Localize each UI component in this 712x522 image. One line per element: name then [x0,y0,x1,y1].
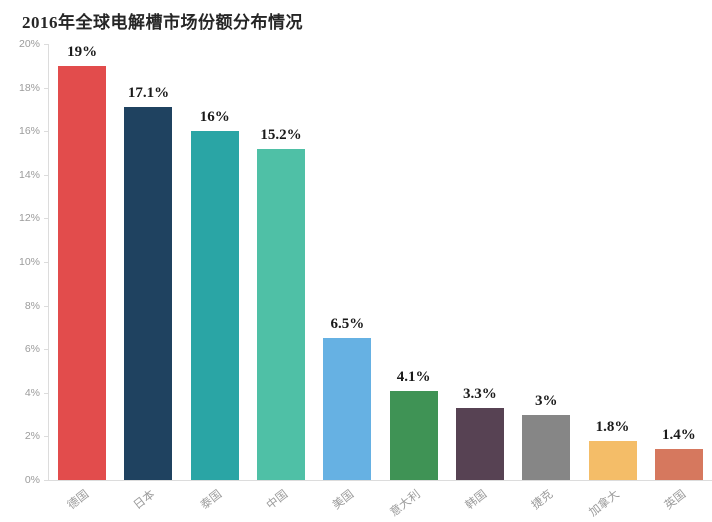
bar-group-9: 1.4% 英国 [646,44,712,512]
y-axis-tickmark [44,44,49,45]
y-axis-tickmark [44,174,49,176]
y-axis-tick-label: 18% [18,81,40,94]
y-axis-tick-label: 6% [24,343,40,356]
y-axis-tickmark [44,305,49,307]
bar [323,338,372,480]
x-axis-category-label: 加拿大 [587,488,622,520]
y-axis-tickmark [44,218,49,220]
x-axis-category-label: 日本 [132,488,158,512]
bar-value-label: 6.5% [330,316,365,333]
x-axis-category-label: 德国 [65,488,92,512]
x-axis-category-label: 意大利 [388,488,423,520]
y-axis-tick-label: 16% [18,125,40,138]
y-axis-tick-label: 0% [24,474,40,486]
x-axis-category-label: 英国 [662,488,689,512]
bar-group-5: 4.1% 意大利 [380,44,446,519]
bar [58,66,107,480]
bar-group-6: 3.3% 韩国 [447,44,513,512]
bar [455,408,504,480]
y-axis-tickmark [44,87,49,89]
y-axis-tick-label: 8% [24,299,40,312]
y-axis-tickmark [44,349,49,351]
bar [257,148,306,480]
x-axis-category-label: 捷克 [529,488,556,512]
bar-group-0: 19% 德国 [49,44,115,512]
bar-value-label: 4.1% [396,368,431,385]
bar-value-label: 19% [67,44,98,60]
y-axis-tickmark [44,131,49,133]
y-axis-tick-label: 2% [24,430,40,443]
bar-group-8: 1.8% 加拿大 [579,44,645,519]
bar-group-7: 3% 捷克 [513,44,579,512]
y-axis-tick-label: 12% [18,212,40,225]
bar [654,449,703,480]
bar-value-label: 17.1% [127,85,170,102]
y-axis-tickmark [44,262,49,263]
bar-group-2: 16% 泰国 [182,44,248,512]
chart-title: 2016年全球电解槽市场份额分布情况 [22,13,303,32]
y-axis-tick-label: 14% [18,168,40,181]
bar-value-label: 3.3% [463,386,497,403]
y-axis-tickmark [44,436,49,438]
bar-value-label: 3% [534,392,558,409]
y-axis-tick-label: 20% [18,38,40,50]
bar-value-label: 1.8% [595,418,630,435]
bar [389,390,438,480]
bar [522,414,571,480]
y-axis-tickmark [44,480,49,481]
bar [588,440,637,480]
x-axis-category-label: 中国 [264,488,291,512]
x-axis-category-label: 泰国 [198,488,224,512]
plot-area: 0% 2% 4% 6% 8% 10% 12% 14% 16% 18% 20% 19% 德国 17.1% 日… [19,38,712,519]
x-axis-category-label: 美国 [331,488,357,512]
x-axis-category-label: 韩国 [463,488,490,512]
bar-value-label: 15.2% [260,126,302,143]
bar-value-label: 1.4% [661,427,696,444]
bars-area: 19% 德国 17.1% 日本 16% 泰国 15.2% 中国 6.5% 美国 4.1% 意大利 3.3… [49,44,712,519]
bar [190,131,239,480]
bar-group-3: 15.2% 中国 [248,44,314,512]
y-axis-tickmark [44,392,49,394]
bar-value-label: 16% [199,109,230,126]
bar [124,107,173,480]
y-axis-tick-label: 4% [24,386,40,399]
y-axis-tick-label: 10% [18,256,40,268]
bar-group-1: 17.1% 日本 [115,44,181,512]
bar-group-4: 6.5% 美国 [314,44,380,512]
